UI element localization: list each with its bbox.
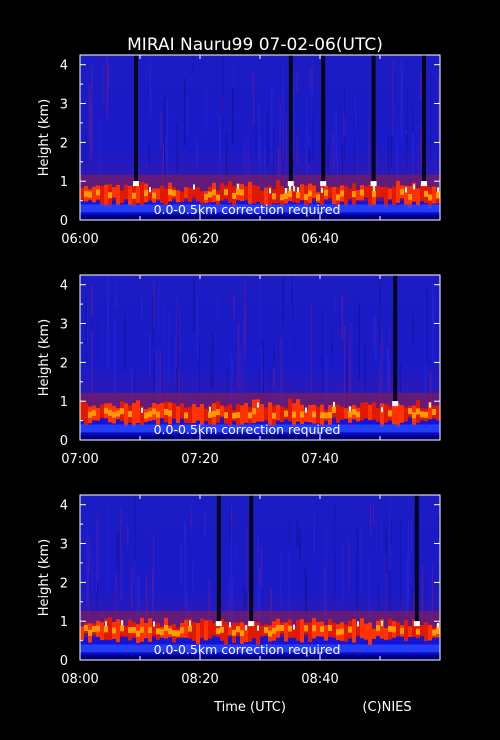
y-tick-label: 1 (60, 395, 68, 410)
correction-annotation: 0.0-0.5km correction required (154, 422, 341, 437)
y-tick-label: 2 (60, 356, 68, 371)
signal-dropouts (133, 55, 427, 187)
y-tick-label: 3 (60, 538, 68, 553)
y-tick-label: 0 (60, 214, 68, 229)
x-tick-label: 07:00 (61, 452, 98, 467)
x-tick-label: 06:00 (61, 232, 98, 247)
y-tick-label: 1 (60, 175, 68, 190)
signal-dropouts (392, 275, 399, 407)
y-axis-label: Height (km) (37, 539, 52, 616)
x-tick-label: 07:40 (301, 452, 338, 467)
x-tick-label: 06:20 (181, 232, 218, 247)
correction-annotation: 0.0-0.5km correction required (154, 642, 341, 657)
figure-title: MIRAI Nauru99 07-02-06(UTC) (127, 35, 383, 55)
x-tick-label: 07:20 (181, 452, 218, 467)
y-tick-label: 3 (60, 98, 68, 113)
near-surface-band (80, 424, 440, 433)
x-tick-label: 08:00 (61, 672, 98, 687)
y-tick-label: 0 (60, 654, 68, 669)
y-tick-label: 1 (60, 615, 68, 630)
x-tick-label: 08:40 (301, 672, 338, 687)
y-tick-label: 2 (60, 576, 68, 591)
y-tick-label: 2 (60, 136, 68, 151)
near-surface-band (80, 644, 440, 653)
correction-annotation: 0.0-0.5km correction required (154, 202, 341, 217)
y-axis-label: Height (km) (37, 319, 52, 396)
x-tick-label: 08:20 (181, 672, 218, 687)
y-tick-label: 0 (60, 434, 68, 449)
signal-dropouts (215, 495, 420, 627)
y-tick-label: 3 (60, 318, 68, 333)
cloud-layer (80, 392, 440, 428)
panel-3: 0.0-0.5km correction required 0 1 2 3 4 Height… (37, 494, 441, 687)
x-tick-label: 06:40 (301, 232, 338, 247)
cloud-layer (80, 610, 440, 646)
x-axis-label: Time (UTC) (213, 700, 286, 715)
y-axis-label: Height (km) (37, 99, 52, 176)
y-tick-label: 4 (60, 59, 68, 74)
panel-1: 0.0-0.5km correction required 0 1 2 3 4 Height… (37, 54, 441, 247)
y-tick-label: 4 (60, 499, 68, 514)
panel-2: 0.0-0.5km correction required 0 1 2 3 4 Height… (37, 274, 441, 467)
credit-label: (C)NIES (362, 700, 411, 715)
y-tick-label: 4 (60, 279, 68, 294)
cloud-layer (80, 174, 440, 209)
near-surface-band (80, 204, 440, 213)
